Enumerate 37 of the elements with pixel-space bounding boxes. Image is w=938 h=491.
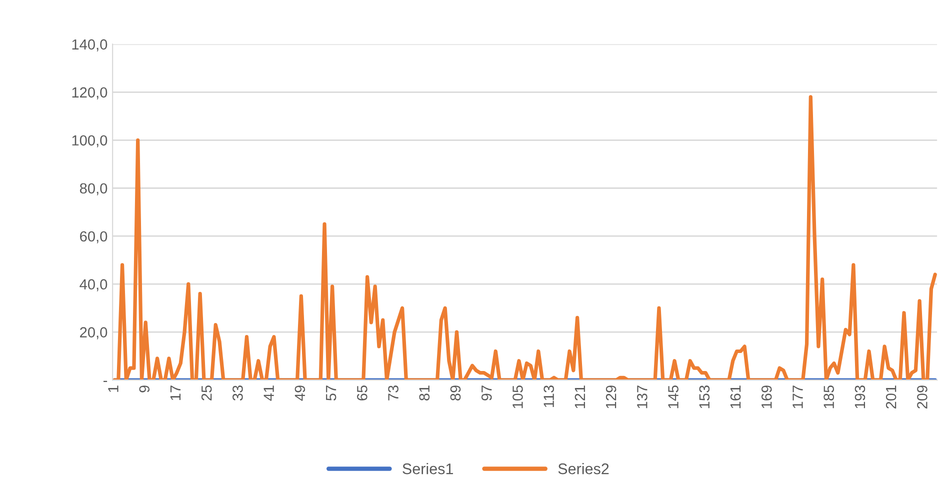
- y-tick-label: 100,0: [72, 135, 108, 148]
- x-tick-label: 65: [357, 386, 368, 400]
- x-tick-label: 105: [512, 386, 523, 408]
- y-tick-label: 60,0: [80, 231, 108, 244]
- x-tick-label: 73: [388, 386, 398, 400]
- x-tick-label: 121: [574, 386, 585, 408]
- x-tick-label: 177: [792, 386, 803, 408]
- y-tick-label: 40,0: [80, 279, 108, 292]
- x-tick-label: 193: [854, 386, 866, 408]
- y-tick-label: -: [103, 380, 108, 382]
- x-tick-label: 25: [201, 386, 212, 400]
- x-tick-label: 33: [232, 386, 243, 401]
- legend-label: Series1: [402, 463, 453, 474]
- x-tick-label: 145: [668, 386, 678, 408]
- x-tick-label: 129: [606, 386, 616, 408]
- x-tick-label: 161: [730, 386, 741, 408]
- x-tick-label: 169: [761, 386, 772, 408]
- x-tick-label: 41: [264, 386, 274, 401]
- x-tick-label: 185: [824, 386, 834, 408]
- x-tick-label: 97: [481, 386, 492, 400]
- x-tick-label: 17: [170, 386, 180, 400]
- y-tick-label: 20,0: [80, 327, 108, 340]
- y-tick-label: 120,0: [72, 87, 108, 100]
- x-tick-label: 153: [699, 386, 710, 408]
- x-tick-label: 201: [886, 386, 896, 408]
- x-tick-label: 89: [450, 386, 461, 400]
- x-tick-label: 81: [419, 386, 430, 400]
- x-tick-label: 137: [637, 386, 648, 408]
- x-tick-label: 113: [544, 386, 554, 408]
- x-tick-label: 209: [917, 386, 928, 408]
- x-tick-label: 57: [326, 386, 336, 401]
- legend-label: Series2: [558, 463, 609, 474]
- x-tick-label: 9: [139, 386, 150, 392]
- y-tick-label: 80,0: [80, 183, 108, 196]
- x-tick-label: 1: [108, 386, 118, 392]
- x-tick-label: 49: [294, 386, 306, 401]
- y-tick-label: 140,0: [72, 39, 108, 52]
